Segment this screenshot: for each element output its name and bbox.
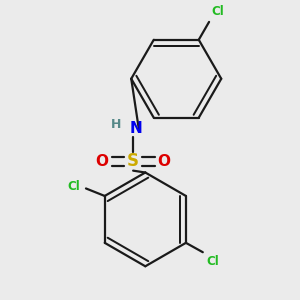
- Text: S: S: [127, 152, 139, 170]
- Text: Cl: Cl: [211, 5, 224, 18]
- Text: O: O: [158, 154, 171, 169]
- Text: Cl: Cl: [68, 180, 80, 193]
- Text: H: H: [111, 118, 122, 131]
- Text: N: N: [130, 121, 142, 136]
- Text: Cl: Cl: [206, 255, 219, 268]
- Text: O: O: [96, 154, 109, 169]
